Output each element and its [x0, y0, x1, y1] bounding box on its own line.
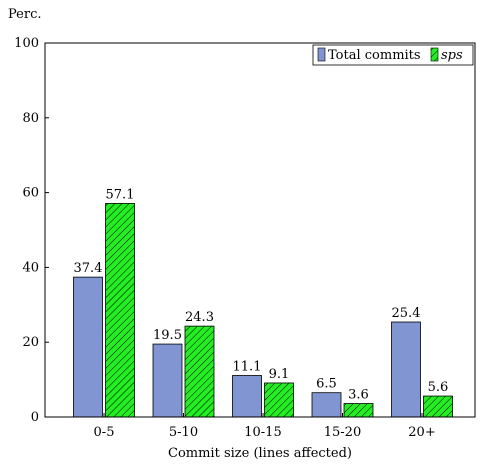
legend: Total commits sps: [312, 44, 474, 66]
legend-swatch-total-commits: [317, 47, 326, 62]
x-tick-label: 0-5: [94, 425, 115, 440]
bar-sps: [264, 382, 294, 418]
bar-sps: [184, 325, 215, 418]
bar-sps: [105, 203, 135, 418]
y-axis: 0 20 40 60 80 100: [14, 36, 49, 425]
plot-frame: [44, 42, 476, 418]
y-tick-label: 100: [14, 36, 39, 51]
bars: 37.4 57.1 19.524.3 11.1 9.1 6.5 3.6 25.4 5.6: [73, 187, 453, 418]
y-tick-label: 20: [22, 335, 39, 350]
x-tick-label: 5-10: [169, 425, 198, 440]
y-tick-label: 40: [22, 260, 39, 275]
data-label-total-commits: 37.4: [74, 261, 103, 276]
x-axis: 0-5 5-10 10-15 15-20 20+: [94, 413, 436, 440]
x-tick-label: 15-20: [324, 425, 361, 440]
x-tick-label: 20+: [408, 425, 435, 440]
data-label-sps: 9.1: [269, 367, 290, 382]
y-tick-label: 60: [22, 186, 39, 201]
data-label-sps: 3.6: [348, 388, 369, 403]
bar-total-commits: [391, 321, 421, 418]
legend-swatch-sps: [430, 47, 439, 62]
bar-sps: [423, 395, 453, 418]
bar-sps: [343, 403, 374, 418]
y-tick-label: 80: [22, 111, 39, 126]
x-tick-label: 10-15: [244, 425, 281, 440]
data-label-sps: 57.1: [106, 187, 135, 202]
data-label-total-commits: 11.1: [233, 359, 262, 374]
bar-total-commits: [311, 392, 342, 418]
bar-total-commits: [73, 276, 103, 418]
x-axis-title: Commit size (lines affected): [168, 446, 352, 461]
y-tick-label: 0: [31, 410, 39, 425]
bar-total-commits: [152, 343, 183, 418]
data-label-total-commits: 25.4: [392, 306, 421, 321]
y-axis-title: Perc.: [8, 7, 41, 22]
bar-total-commits: [232, 375, 262, 418]
data-label-total-commits: 6.5: [316, 377, 337, 392]
data-label-sps: 5.6: [428, 380, 449, 395]
legend-label-sps: sps: [441, 48, 463, 63]
data-label-total-commits: 19.5: [153, 328, 182, 343]
data-label-sps: 24.3: [185, 310, 214, 325]
legend-label-total-commits: Total commits: [328, 48, 421, 63]
